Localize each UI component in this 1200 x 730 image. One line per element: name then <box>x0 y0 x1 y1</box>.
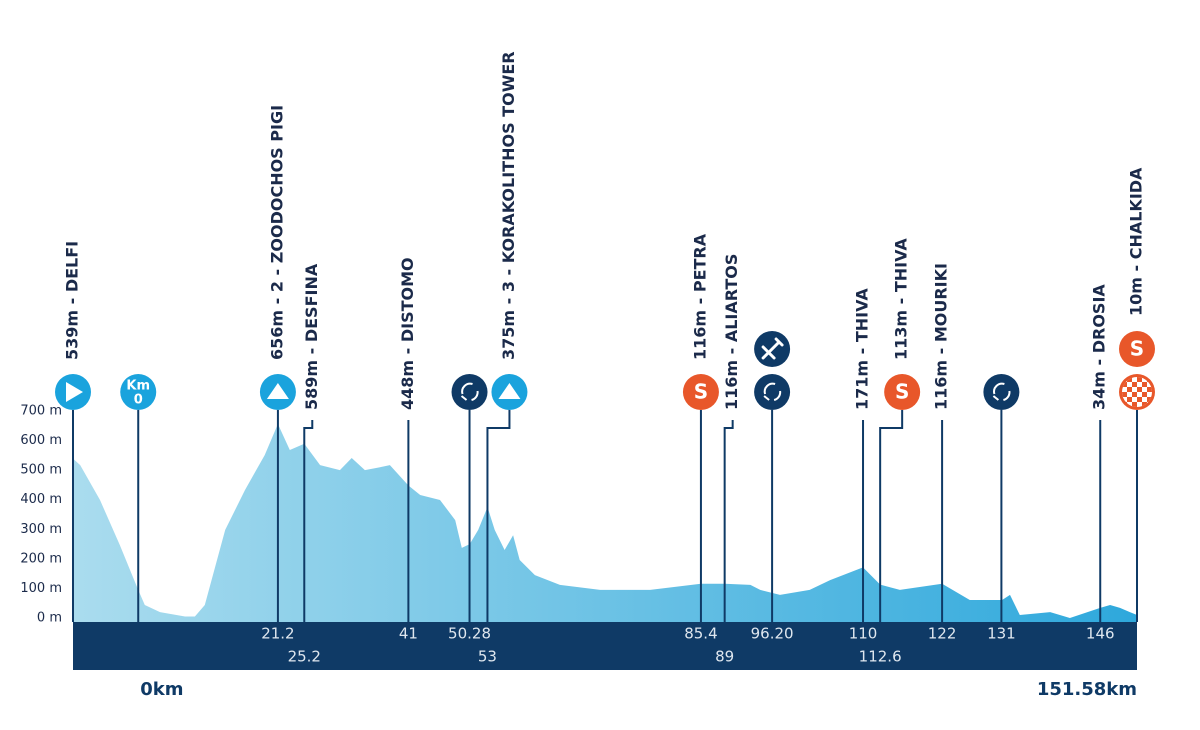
checker-square <box>1142 382 1147 387</box>
y-tick-label: 300 m <box>20 522 62 537</box>
checker-square <box>1142 402 1147 407</box>
icon-finish <box>1119 374 1155 410</box>
waypoint-label: 539m - DELFI <box>63 241 82 360</box>
km-label: 112.6 <box>859 648 902 666</box>
km-zero: 0 <box>134 393 143 408</box>
icon-waste <box>983 374 1020 410</box>
checker-square <box>1142 392 1147 397</box>
checker-square <box>1127 397 1132 402</box>
waypoint-label: 589m - DESFINA <box>302 263 321 410</box>
y-tick-label: 200 m <box>20 551 62 566</box>
km-label: 110 <box>849 625 878 643</box>
waypoint-label: 113m - THIVA <box>892 238 911 360</box>
checker-square <box>1127 387 1132 392</box>
km-label: 50.28 <box>448 625 491 643</box>
checker-square <box>1127 377 1132 382</box>
sprint-symbol: S <box>895 380 909 404</box>
icon-circle <box>754 374 791 410</box>
sprint-symbol: S <box>694 380 708 404</box>
km-label: 25.2 <box>288 648 321 666</box>
waypoint-line <box>303 420 314 622</box>
recycle <box>763 382 782 401</box>
icon-circle <box>884 374 921 410</box>
waypoint-label: 10m - CHALKIDA <box>1127 167 1146 316</box>
x-tick-label: 151.58km <box>1037 679 1137 700</box>
icon-sprint: S <box>1119 331 1155 367</box>
icon-sprint: S <box>682 374 719 410</box>
elevation-area <box>73 424 1137 622</box>
km-label: 21.2 <box>261 625 294 643</box>
waypoint-label: 171m - THIVA <box>853 288 872 410</box>
icon-km0: Km0 <box>120 374 157 410</box>
icon-circle <box>451 374 488 410</box>
checker-square <box>1147 387 1152 392</box>
km-label: 41 <box>399 625 418 643</box>
waypoint-label: 375m - 3 - KORAKOLITHOS TOWER <box>499 51 518 360</box>
checker-square <box>1132 382 1137 387</box>
checker-square <box>1132 392 1137 397</box>
recycle <box>992 382 1011 401</box>
y-tick-label: 0 m <box>37 611 62 626</box>
km-label: 85.4 <box>684 625 717 643</box>
icon-circle <box>983 374 1020 410</box>
icon-circle <box>682 374 719 410</box>
icon-waste <box>451 374 488 410</box>
x-tick-label: 0km <box>140 679 183 700</box>
waypoint-line <box>486 410 511 622</box>
icon-sprint: S <box>884 374 921 410</box>
icon-feed <box>754 331 791 367</box>
km-label: 146 <box>1086 625 1115 643</box>
checker-square <box>1122 382 1127 387</box>
checker-square <box>1137 377 1142 382</box>
recycle <box>460 382 479 401</box>
km-label: 131 <box>987 625 1016 643</box>
km-band <box>73 622 1137 670</box>
checker-square <box>1137 397 1142 402</box>
y-tick-label: 100 m <box>20 581 62 596</box>
icon-climb <box>491 374 528 410</box>
cutlery <box>761 337 784 360</box>
icon-circle <box>120 374 157 410</box>
checker-square <box>1132 402 1137 407</box>
waypoint-line <box>723 420 734 622</box>
waypoint-label: 116m - ALIARTOS <box>722 254 741 410</box>
waypoint-label: 116m - MOURIKI <box>932 263 951 410</box>
y-tick-label: 500 m <box>20 463 62 478</box>
icon-climb <box>259 374 296 410</box>
km-label: 96.20 <box>751 625 794 643</box>
mountain <box>498 383 521 399</box>
icon-waste <box>754 374 791 410</box>
sprint-symbol: S <box>1130 337 1144 361</box>
waypoint-label: 116m - PETRA <box>690 233 709 360</box>
checker <box>1122 377 1152 407</box>
y-tick-label: 400 m <box>20 492 62 507</box>
checker-square <box>1147 397 1152 402</box>
icon-start <box>55 374 91 410</box>
icon-circle <box>1119 331 1155 367</box>
checker-square <box>1137 387 1142 392</box>
waypoint-label: 656m - 2 - ZOODOCHOS PIGI <box>267 105 286 360</box>
y-tick-label: 600 m <box>20 433 62 448</box>
waypoint-label: 448m - DISTOMO <box>398 257 417 410</box>
waypoint-line <box>879 410 904 622</box>
km-label: 89 <box>715 648 734 666</box>
km-symbol: Km <box>126 379 150 394</box>
waypoint-label: 34m - DROSIA <box>1090 284 1109 410</box>
km-label: 53 <box>478 648 497 666</box>
km-label: 122 <box>928 625 957 643</box>
mountain <box>266 383 289 399</box>
checker-square <box>1122 392 1127 397</box>
y-tick-label: 700 m <box>20 404 62 419</box>
start-arrow <box>66 382 83 402</box>
